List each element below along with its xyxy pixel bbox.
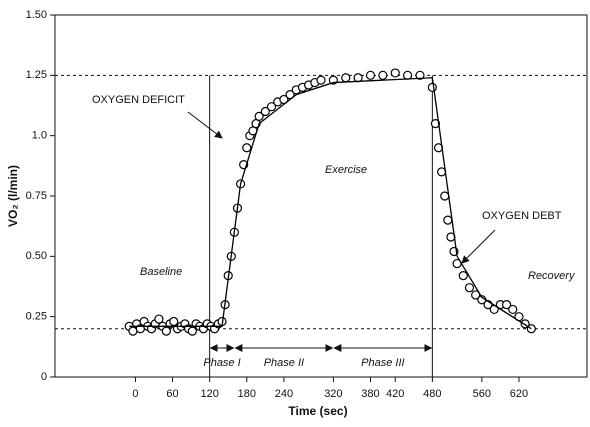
x-tick-label: 0 (132, 388, 138, 400)
x-tick-label: 120 (200, 388, 218, 400)
data-point (161, 326, 171, 336)
data-point (316, 75, 326, 85)
y-tick-label: 0 (41, 371, 47, 383)
data-point (430, 118, 441, 129)
annotation-arrow (187, 111, 223, 139)
data-point (279, 94, 289, 105)
x-tick-label: 320 (324, 388, 342, 400)
data-point (341, 73, 351, 83)
annotation-arrow (461, 229, 496, 264)
data-point (508, 304, 518, 315)
data-point (154, 314, 164, 324)
data-point (440, 191, 450, 201)
y-tick-label: 1.50 (26, 9, 47, 21)
data-point (390, 68, 400, 78)
annotation: Recovery (528, 270, 576, 282)
phase-label: Phase I (203, 357, 240, 369)
y-tick-label: 1.0 (32, 130, 47, 142)
data-point (353, 73, 363, 83)
data-point (427, 82, 437, 93)
y-tick-label: 0.50 (26, 250, 47, 262)
x-tick-label: 560 (473, 388, 491, 400)
data-point (254, 111, 264, 121)
data-point (260, 106, 270, 117)
data-point (443, 215, 453, 225)
phase-label: Phase III (361, 357, 404, 369)
annotation: Exercise (325, 164, 367, 176)
y-tick-label: 0.25 (26, 311, 47, 323)
data-point (464, 283, 475, 293)
data-point (365, 70, 376, 80)
x-tick-label: 480 (423, 388, 441, 400)
x-tick-label: 240 (275, 388, 293, 400)
model-line (129, 77, 532, 330)
annotation: Baseline (140, 266, 182, 278)
data-point (458, 271, 468, 281)
data-point (266, 102, 277, 112)
data-point (187, 326, 197, 336)
data-point (378, 70, 388, 80)
x-tick-label: 420 (386, 388, 404, 400)
x-tick-label: 380 (361, 388, 379, 400)
data-point (285, 90, 295, 100)
y-tick-label: 0.75 (26, 190, 47, 202)
data-point (169, 316, 179, 327)
annotation: OXYGEN DEBT (482, 210, 562, 222)
x-tick-label: 620 (510, 388, 528, 400)
y-tick-label: 1.25 (26, 69, 47, 81)
y-axis-label: VO₂ (l/min) (6, 165, 20, 227)
data-point (415, 70, 425, 80)
data-point (242, 143, 252, 153)
x-tick-label: 180 (238, 388, 256, 400)
x-tick-label: 60 (166, 388, 178, 400)
annotation: OXYGEN DEFICIT (92, 94, 185, 106)
data-point (403, 70, 413, 80)
data-point (501, 300, 512, 310)
phase-label: Phase II (264, 357, 304, 369)
x-axis-label: Time (sec) (288, 404, 347, 418)
